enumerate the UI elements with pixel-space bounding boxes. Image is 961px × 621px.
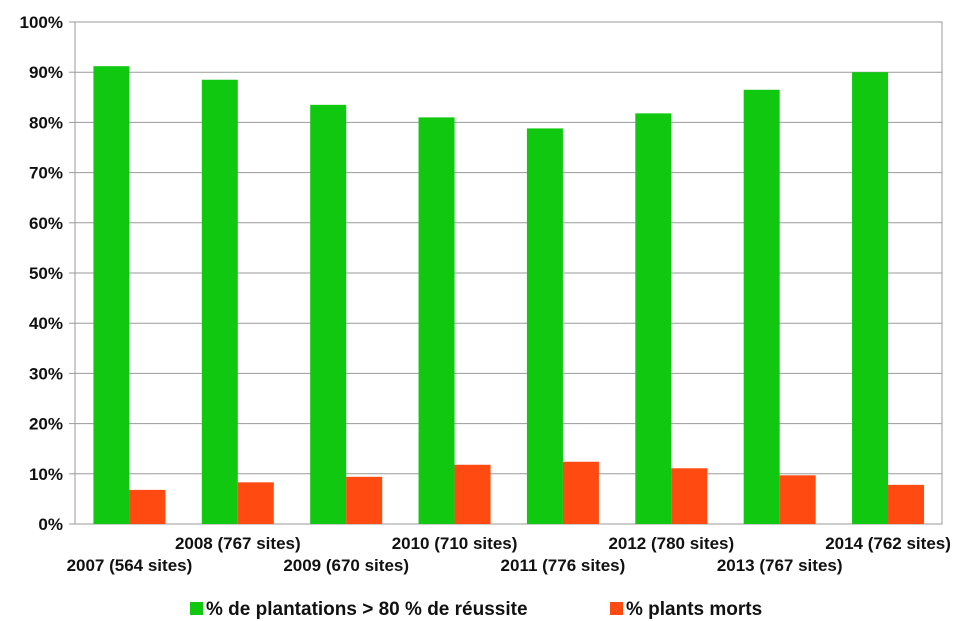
bar-dead-plants [888, 484, 925, 524]
bar-dead-plants [562, 461, 599, 524]
x-category-label: 2008 (767 sites) [175, 534, 301, 553]
y-tick-label: 90% [29, 63, 63, 82]
x-category-label: 2007 (564 sites) [67, 556, 193, 575]
x-category-label: 2009 (670 sites) [283, 556, 409, 575]
legend-swatch-orange [610, 602, 623, 615]
y-tick-label: 30% [29, 364, 63, 383]
bar-success-rate [310, 104, 347, 524]
y-tick-label: 0% [38, 515, 63, 534]
bar-dead-plants [346, 476, 383, 524]
bar-success-rate [743, 89, 780, 525]
y-axis-tick-labels: 0% 10% 20% 30% 40% 50% 60% 70% 80% 90% 100% [20, 13, 63, 534]
y-tick-label: 70% [29, 164, 63, 183]
bar-success-rate [635, 113, 672, 524]
legend: % de plantations > 80 % de réussite % pl… [190, 599, 762, 620]
y-tick-label: 80% [29, 113, 63, 132]
legend-label-success: % de plantations > 80 % de réussite [206, 599, 528, 620]
legend-label-dead-plants: % plants morts [626, 599, 762, 620]
x-category-label: 2013 (767 sites) [717, 556, 843, 575]
y-tick-label: 40% [29, 314, 63, 333]
x-category-label: 2014 (762 sites) [825, 534, 951, 553]
x-category-label: 2011 (776 sites) [501, 556, 626, 575]
bar-dead-plants [779, 475, 816, 524]
x-category-label: 2010 (710 sites) [392, 534, 518, 553]
legend-swatch-green [190, 602, 203, 615]
y-tick-label: 100% [20, 13, 63, 32]
bars [93, 66, 925, 525]
x-axis-category-labels: 2007 (564 sites) 2008 (767 sites) 2009 (67… [67, 534, 951, 575]
y-tick-label: 10% [29, 465, 63, 484]
bar-success-rate [418, 117, 455, 524]
bar-success-rate [526, 128, 563, 524]
bar-success-rate [93, 66, 130, 525]
y-tick-label: 50% [29, 264, 63, 283]
bar-dead-plants [454, 464, 491, 524]
bar-dead-plants [129, 489, 166, 524]
bar-success-rate [852, 72, 889, 524]
y-tick-label: 20% [29, 415, 63, 434]
y-tick-label: 60% [29, 214, 63, 233]
bar-success-rate [201, 79, 238, 524]
x-category-label: 2012 (780 sites) [608, 534, 734, 553]
bar-dead-plants [237, 482, 274, 524]
bar-dead-plants [671, 468, 708, 524]
